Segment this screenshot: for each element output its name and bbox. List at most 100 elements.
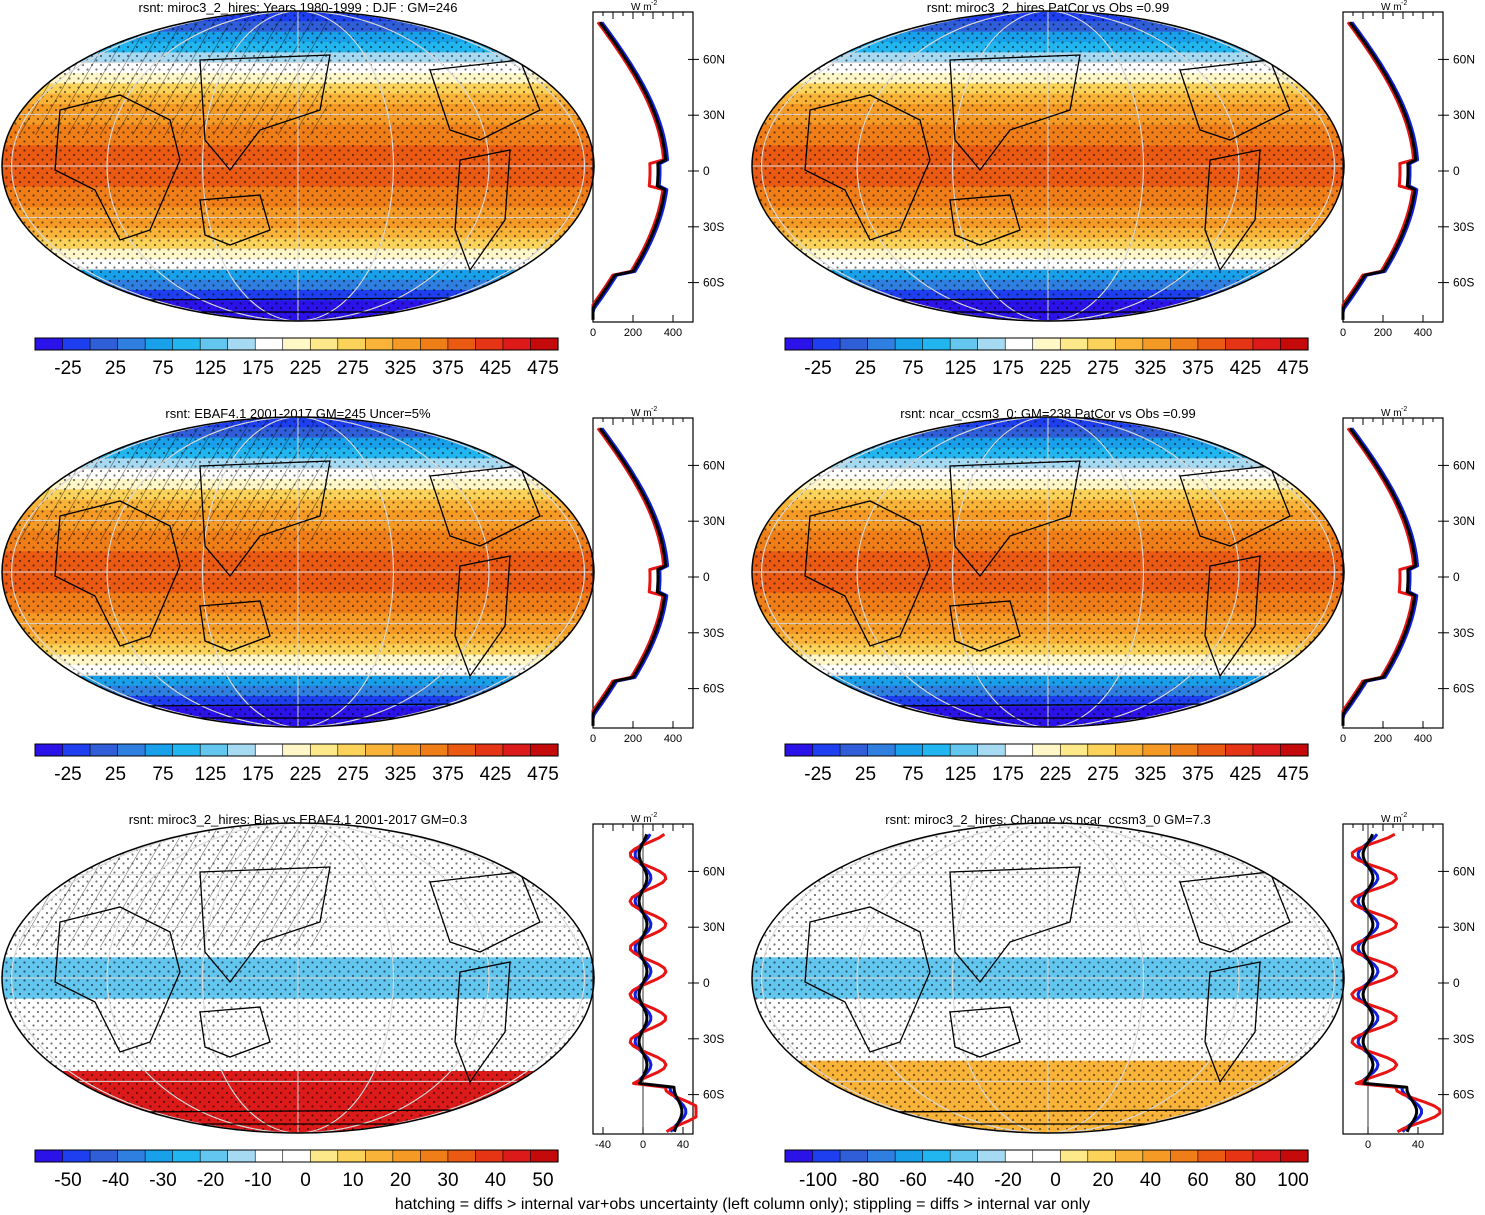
colorbar-cell: [867, 1149, 896, 1163]
panel-title: rsnt: EBAF4.1 2001-2017 GM=245 Uncer=5%: [165, 406, 431, 421]
colorbar-label: 100: [1277, 1170, 1309, 1191]
colorbar-cell: [420, 1149, 449, 1163]
graticule-meridian: [761, 823, 1335, 1133]
colorbar-label: 475: [527, 764, 559, 785]
colorbar-cell: [227, 743, 256, 757]
map-field: [752, 417, 1344, 727]
coastline: [199, 54, 331, 172]
colorbar-label: -30: [149, 1170, 176, 1191]
panel-3: rsnt: EBAF4.1 2001-2017 GM=245 Uncer=5% W…: [1, 406, 725, 785]
colorbar-label: -40: [102, 1170, 129, 1191]
profile-unit-label: W m: [631, 408, 652, 419]
panel-title: rsnt: miroc3_2_hires: Bias vs EBAF4.1 20…: [129, 812, 468, 827]
coastline: [429, 59, 541, 141]
colorbar-cell: [365, 1149, 394, 1163]
profile-line-mean: [591, 427, 668, 726]
colorbar-label: 275: [337, 764, 369, 785]
colorbar-label: 50: [532, 1170, 553, 1191]
colorbar-cell: [784, 337, 814, 351]
profile-line-model: [591, 21, 666, 320]
colorbar-cell: [894, 1149, 924, 1163]
colorbar-cell: [392, 1149, 421, 1163]
profile-line-obs: [591, 21, 670, 320]
profile-x-tick-label: 0: [590, 327, 596, 339]
profile-lat-label: 60S: [703, 276, 724, 290]
profile-frame: [1342, 11, 1444, 323]
colorbar-cell: [337, 337, 366, 351]
map-border: [1, 822, 595, 1134]
colorbar-cell: [282, 743, 311, 757]
map-border: [1, 416, 595, 728]
graticule-meridian: [202, 823, 394, 1133]
profile-x-tick-label: 0: [1340, 733, 1346, 745]
colorbar-label: 475: [1277, 764, 1309, 785]
profile-lat-label: 60N: [1453, 864, 1475, 878]
colorbar-cell: [144, 743, 174, 757]
colorbar-cell: [1280, 743, 1309, 757]
profile-lat-label: 30S: [703, 1032, 724, 1046]
colorbar-cell: [254, 337, 284, 351]
colorbar-cell: [1252, 1149, 1282, 1163]
colorbar-cell: [502, 337, 532, 351]
colorbar-cell: [1059, 1149, 1089, 1163]
colorbar-cell: [227, 1149, 256, 1163]
hatching-overlay: [2, 11, 328, 135]
coastline: [54, 94, 181, 241]
coastline: [949, 866, 1081, 984]
profile-frame: [592, 11, 694, 323]
colorbar-cell: [172, 1149, 201, 1163]
coastline: [949, 600, 1021, 652]
colorbar-label: 425: [1230, 764, 1262, 785]
colorbar-cell: [144, 1149, 174, 1163]
profile-unit-exponent: -2: [651, 406, 657, 413]
profile-lat-label: 30S: [1453, 220, 1474, 234]
colorbar-label: 125: [195, 358, 227, 379]
colorbar-label: 25: [855, 358, 876, 379]
colorbar-cell: [475, 337, 504, 351]
colorbar-label: -25: [54, 764, 81, 785]
colorbar-cell: [62, 337, 91, 351]
colorbar-label: 475: [1277, 358, 1309, 379]
colorbar-cell: [977, 337, 1006, 351]
colorbar-label: 225: [290, 358, 322, 379]
colorbar-cell: [34, 1149, 64, 1163]
profile-unit-exponent: -2: [1401, 0, 1407, 7]
colorbar-label: 475: [527, 358, 559, 379]
profile-line-mean: [1341, 427, 1418, 726]
colorbar-label: 275: [337, 358, 369, 379]
coastline: [804, 906, 931, 1053]
panel-5: rsnt: miroc3_2_hires: Bias vs EBAF4.1 20…: [1, 812, 725, 1191]
colorbar-cell: [949, 1149, 979, 1163]
colorbar-label: 225: [290, 764, 322, 785]
colorbar-cell: [1115, 743, 1144, 757]
profile-line-obs: [1341, 427, 1420, 726]
colorbar-cell: [867, 743, 896, 757]
colorbar-cell: [530, 1149, 559, 1163]
colorbar-label: 275: [1087, 358, 1119, 379]
colorbar-cell: [199, 337, 229, 351]
colorbar-label: 225: [1040, 358, 1072, 379]
profile-x-tick-label: 0: [1365, 1139, 1371, 1151]
map-field: [752, 11, 1344, 321]
colorbar-label: 10: [342, 1170, 363, 1191]
colorbar-cell: [447, 743, 477, 757]
colorbar-cell: [784, 1149, 814, 1163]
colorbar-label: 175: [992, 764, 1024, 785]
colorbar-cell: [949, 337, 979, 351]
coastline: [949, 1006, 1021, 1058]
colorbar-label: -20: [994, 1170, 1021, 1191]
colorbar-label: 175: [242, 764, 274, 785]
profile-line-model: [1350, 832, 1442, 1134]
profile-lat-label: 60S: [703, 682, 724, 696]
graticule-meridian: [11, 823, 585, 1133]
profile-lat-label: 30S: [703, 626, 724, 640]
profile-line-mean: [1341, 21, 1418, 320]
colorbar-cell: [530, 743, 559, 757]
profile-lat-label: 60N: [703, 458, 725, 472]
colorbar-label: 25: [105, 358, 126, 379]
panel-6: rsnt: miroc3_2_hires: Change vs ncar_ccs…: [751, 812, 1475, 1191]
coastline: [454, 555, 511, 678]
colorbar-cell: [1170, 1149, 1199, 1163]
colorbar-frame: [784, 337, 1309, 351]
colorbar-frame: [34, 1149, 559, 1163]
